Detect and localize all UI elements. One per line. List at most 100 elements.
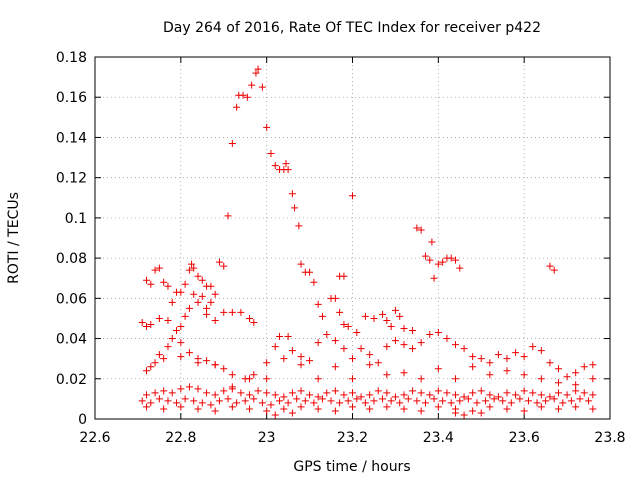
data-point	[516, 395, 524, 403]
data-point	[147, 399, 155, 407]
data-point	[282, 160, 290, 168]
data-point	[173, 327, 181, 335]
data-point	[434, 387, 442, 395]
data-point	[452, 341, 459, 349]
data-point	[246, 375, 253, 383]
data-point	[426, 256, 434, 264]
data-point	[559, 399, 567, 407]
data-point	[499, 397, 507, 405]
data-point	[353, 395, 361, 403]
data-point	[349, 192, 356, 200]
data-point	[374, 387, 382, 395]
data-point	[428, 238, 436, 246]
data-point	[160, 355, 168, 363]
data-point	[177, 403, 185, 411]
data-point	[546, 262, 554, 270]
data-point	[280, 393, 288, 401]
data-point	[490, 395, 498, 403]
data-point	[224, 212, 232, 220]
data-point	[460, 393, 468, 401]
data-point	[250, 371, 258, 379]
data-point	[413, 224, 421, 232]
data-point	[177, 339, 185, 347]
data-point	[550, 266, 558, 274]
data-point	[181, 312, 189, 320]
data-point	[160, 278, 168, 286]
data-point	[383, 371, 391, 379]
data-point	[503, 367, 511, 375]
data-point	[198, 292, 206, 300]
data-point	[400, 405, 408, 413]
data-point	[207, 401, 215, 409]
y-axis-label: ROTI / TECUs	[6, 192, 22, 284]
data-point	[190, 264, 198, 272]
data-point	[155, 264, 163, 272]
data-point	[239, 91, 247, 99]
data-point	[224, 395, 232, 403]
data-point	[512, 349, 520, 357]
data-point	[228, 385, 236, 393]
data-point	[430, 274, 438, 282]
data-point	[155, 395, 163, 403]
data-point	[439, 397, 447, 405]
data-point	[314, 375, 322, 383]
y-tick-label: 0.06	[56, 291, 87, 307]
data-point	[529, 343, 537, 351]
data-point	[267, 401, 275, 409]
data-point	[297, 387, 305, 395]
data-point	[173, 399, 181, 407]
data-point	[207, 298, 215, 306]
chart-title: Day 264 of 2016, Rate Of TEC Index for r…	[163, 20, 541, 36]
data-point	[452, 391, 459, 399]
data-point	[473, 399, 481, 407]
data-point	[168, 298, 176, 306]
data-point	[357, 345, 365, 353]
data-point	[387, 397, 395, 405]
data-point	[494, 393, 502, 401]
data-point	[246, 314, 253, 322]
data-point	[246, 391, 253, 399]
data-point	[160, 405, 168, 413]
data-point	[168, 389, 176, 397]
data-point	[340, 391, 348, 399]
data-point	[190, 290, 198, 298]
data-point	[370, 397, 378, 405]
data-point	[177, 385, 185, 393]
data-point	[220, 387, 228, 395]
data-point	[434, 365, 442, 373]
data-point	[357, 393, 365, 401]
data-point	[580, 363, 588, 371]
data-point	[147, 320, 155, 328]
data-point	[233, 399, 241, 407]
data-point	[439, 258, 447, 266]
data-point	[203, 310, 211, 318]
data-point	[589, 375, 597, 383]
data-point	[276, 333, 284, 341]
data-point	[456, 264, 464, 272]
data-point	[323, 389, 331, 397]
data-point	[185, 266, 193, 274]
data-point	[546, 393, 554, 401]
data-point	[507, 399, 515, 407]
data-point	[211, 290, 219, 298]
data-point	[336, 399, 344, 407]
data-point	[520, 407, 528, 415]
data-point	[318, 395, 326, 403]
data-point	[361, 399, 369, 407]
data-point	[400, 325, 408, 332]
data-point	[203, 389, 211, 397]
data-point	[503, 355, 511, 363]
data-point	[460, 345, 468, 353]
data-point	[383, 343, 391, 351]
y-tick-label: 0.1	[65, 211, 87, 227]
data-point	[434, 329, 442, 337]
data-point	[383, 403, 391, 411]
data-point	[243, 93, 251, 101]
data-point	[409, 345, 417, 353]
data-point	[400, 369, 408, 377]
data-point	[434, 260, 442, 268]
data-point	[164, 316, 172, 324]
data-point	[203, 304, 211, 312]
data-point	[417, 339, 425, 347]
